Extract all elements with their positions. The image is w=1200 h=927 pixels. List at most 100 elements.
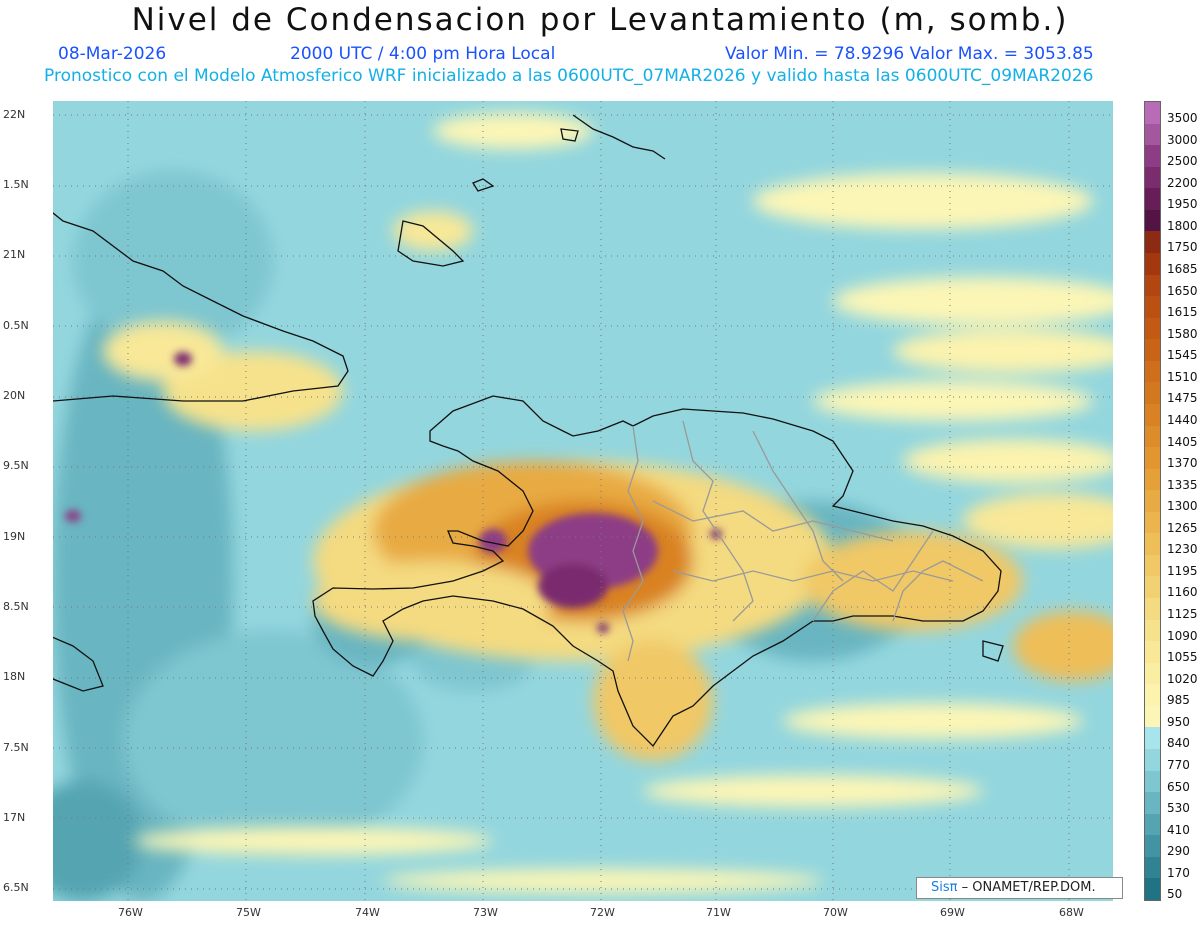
lon-label: 71W (706, 906, 731, 919)
high-lcl-bands (103, 113, 1113, 893)
graticule (53, 101, 1113, 901)
colorbar-segment (1145, 425, 1160, 448)
lat-label: 18N (3, 670, 26, 683)
colorbar-label: 2500 (1167, 154, 1198, 169)
colorbar-label: 1405 (1167, 434, 1198, 449)
lat-label: 6.5N (3, 881, 29, 894)
colorbar-label: 3000 (1167, 132, 1198, 147)
colorbar-label: 290 (1167, 844, 1190, 859)
colorbar-segment (1145, 102, 1160, 125)
colorbar-segment (1145, 576, 1160, 599)
lon-label: 68W (1059, 906, 1084, 919)
colorbar-segment (1145, 727, 1160, 750)
colorbar-label: 1160 (1167, 585, 1198, 600)
colorbar-label: 1580 (1167, 326, 1198, 341)
colorbar-segment (1145, 145, 1160, 168)
colorbar-label: 770 (1167, 758, 1190, 773)
colorbar-segment (1145, 598, 1160, 621)
colorbar-segment (1145, 166, 1160, 189)
valid-date: 08-Mar-2026 (58, 44, 167, 64)
colorbar-segment (1145, 188, 1160, 211)
lon-label: 72W (590, 906, 615, 919)
colorbar-label: 410 (1167, 822, 1190, 837)
colorbar-label: 1265 (1167, 520, 1198, 535)
colorbar-segment (1145, 490, 1160, 513)
colorbar-segment (1145, 662, 1160, 685)
colorbar-segment (1145, 317, 1160, 340)
colorbar-segment (1145, 231, 1160, 254)
colorbar-label: 1195 (1167, 563, 1198, 578)
colorbar-label: 1800 (1167, 218, 1198, 233)
peak-lcl-zones (65, 352, 722, 633)
colorbar-segment (1145, 619, 1160, 642)
colorbar-label: 1055 (1167, 650, 1198, 665)
coastlines (53, 114, 1004, 748)
colorbar-label: 650 (1167, 779, 1190, 794)
lat-label: 7.5N (3, 741, 29, 754)
colorbar-label: 1685 (1167, 261, 1198, 276)
colorbar-segment (1145, 252, 1160, 276)
lon-label: 74W (355, 906, 380, 919)
credit-brand: Sisπ (931, 880, 958, 895)
colorbar-label: 1125 (1167, 607, 1198, 622)
colorbar-segment (1145, 274, 1160, 297)
map-title: Nivel de Condensacion por Levantamiento … (131, 2, 1069, 38)
lat-label: 0.5N (3, 319, 29, 332)
colorbar-segment (1145, 792, 1160, 815)
colorbar-segment (1145, 468, 1160, 491)
colorbar-segment (1145, 296, 1160, 319)
lat-label: 19N (3, 530, 26, 543)
colorbar-label: 1615 (1167, 305, 1198, 320)
colorbar-label: 170 (1167, 865, 1190, 880)
colorbar-label: 1370 (1167, 456, 1198, 471)
province-borders (622, 420, 984, 662)
colorbar-segment (1145, 209, 1160, 232)
colorbar-label: 1090 (1167, 628, 1198, 643)
colorbar-label: 2200 (1167, 175, 1198, 190)
lon-label: 76W (118, 906, 143, 919)
value-range: Valor Min. = 78.9296 Valor Max. = 3053.8… (725, 44, 1094, 64)
colorbar-label: 3500 (1167, 111, 1198, 125)
colorbar-label: 50 (1167, 887, 1183, 902)
colorbar-segment (1145, 533, 1160, 556)
lat-label: 21N (3, 248, 26, 261)
colorbar (1144, 101, 1161, 901)
colorbar-segment (1145, 641, 1160, 664)
colorbar-segment (1145, 878, 1160, 901)
lat-label: 17N (3, 811, 26, 824)
lat-label: 8.5N (3, 600, 29, 613)
colorbar-label: 950 (1167, 714, 1190, 729)
colorbar-label: 1300 (1167, 499, 1198, 514)
colorbar-segment (1145, 813, 1160, 836)
lat-label: 22N (3, 108, 26, 121)
colorbar-segment (1145, 123, 1160, 146)
colorbar-label: 840 (1167, 736, 1190, 751)
colorbar-label: 1230 (1167, 542, 1198, 557)
colorbar-segment (1145, 684, 1160, 707)
colorbar-label: 1475 (1167, 391, 1198, 406)
model-info: Pronostico con el Modelo Atmosferico WRF… (44, 66, 1094, 86)
lat-label: 1.5N (3, 178, 29, 191)
colorbar-segment (1145, 382, 1160, 405)
colorbar-label: 1950 (1167, 197, 1198, 212)
colorbar-segment (1145, 403, 1160, 426)
colorbar-label: 1510 (1167, 369, 1198, 384)
credit-text: – ONAMET/REP.DOM. (957, 880, 1096, 895)
lat-label: 20N (3, 389, 26, 402)
colorbar-segment (1145, 749, 1160, 772)
colorbar-label: 530 (1167, 801, 1190, 816)
forecast-map (53, 101, 1113, 901)
colorbar-label: 1020 (1167, 671, 1198, 686)
lon-label: 73W (473, 906, 498, 919)
colorbar-segment (1145, 770, 1160, 793)
credit-box: Sisπ – ONAMET/REP.DOM. (916, 877, 1123, 899)
colorbar-segment (1145, 554, 1160, 577)
lon-label: 69W (940, 906, 965, 919)
colorbar-segment (1145, 705, 1160, 728)
colorbar-segment (1145, 835, 1160, 858)
colorbar-segment (1145, 447, 1160, 470)
colorbar-segment (1145, 339, 1160, 362)
colorbar-label: 1650 (1167, 283, 1198, 298)
low-lcl-zones (53, 171, 923, 901)
lon-label: 70W (823, 906, 848, 919)
